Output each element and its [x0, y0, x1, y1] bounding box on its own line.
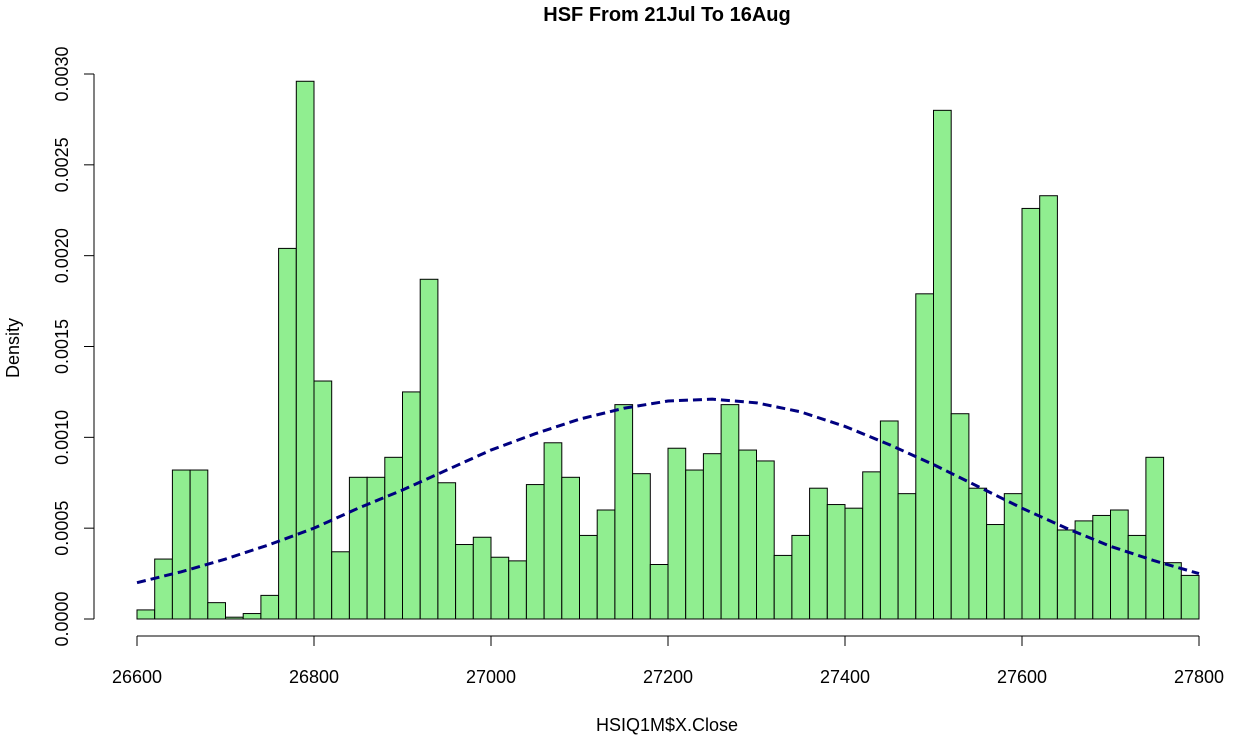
histogram-bar: [862, 471, 881, 620]
x-tick-label: 27800: [1174, 667, 1224, 687]
histogram-bar: [826, 504, 846, 620]
chart-title: HSF From 21Jul To 16Aug: [543, 4, 790, 26]
histogram-bar: [1021, 207, 1041, 620]
x-axis: 26600 26800 27000 27200 27400 27600 27800: [112, 635, 1224, 687]
x-tick-label: 27400: [820, 667, 870, 687]
histogram-bar: [632, 473, 651, 620]
histogram-bar: [667, 447, 687, 620]
histogram-bar: [1127, 534, 1147, 620]
y-axis-label: Density: [3, 318, 23, 378]
histogram-bar: [614, 404, 634, 620]
histogram-bar: [809, 487, 828, 620]
histogram-bar: [189, 469, 209, 620]
histogram-bar: [1056, 529, 1076, 620]
histogram-bar: [472, 536, 492, 620]
histogram-bar: [1074, 520, 1094, 620]
histogram-bar: [1163, 562, 1182, 620]
y-tick-label: 0.0030: [52, 46, 72, 101]
y-tick-label: 0.0000: [52, 591, 72, 646]
histogram-bar: [1110, 509, 1129, 620]
histogram-bar: [171, 469, 191, 620]
density-curve: [136, 397, 1200, 585]
histogram-bar: [278, 247, 297, 620]
histogram-bar: [561, 476, 580, 620]
histogram-bar: [1003, 493, 1023, 620]
histogram-bar: [685, 469, 704, 620]
x-tick-label: 27200: [643, 667, 693, 687]
histogram-bar: [419, 278, 439, 620]
histogram-bar: [968, 487, 988, 620]
histogram-bar: [649, 564, 669, 620]
histogram-bar: [1145, 456, 1165, 620]
histogram-bar: [154, 558, 173, 620]
histogram-bar: [1180, 574, 1200, 620]
histogram-bar: [242, 613, 262, 620]
histogram-bar: [455, 544, 474, 620]
histogram-bar: [225, 616, 244, 620]
histogram-bar: [738, 449, 757, 620]
x-tick-label: 26800: [289, 667, 339, 687]
y-tick-label: 0.0010: [52, 410, 72, 465]
histogram-bar: [348, 476, 368, 620]
histogram-bar: [986, 524, 1005, 620]
histogram-bar: [897, 493, 917, 620]
histogram-bar: [915, 293, 934, 620]
histogram-bar: [437, 482, 457, 620]
y-tick-label: 0.0020: [52, 228, 72, 283]
histogram-bar: [384, 456, 403, 620]
histogram-bar: [402, 391, 421, 620]
x-tick-label: 27000: [466, 667, 516, 687]
histogram-bar: [879, 420, 899, 620]
histogram-bar: [1039, 195, 1058, 620]
histogram-bar: [508, 560, 527, 620]
histogram-bar: [295, 80, 315, 620]
histogram-bar: [720, 404, 740, 620]
histogram-bar: [756, 460, 775, 620]
histogram-bar: [1092, 514, 1112, 620]
y-axis: 0.0000 0.0005 0.0010 0.0015 0.0020 0.0025 0.00…: [52, 46, 95, 647]
y-tick-label: 0.0015: [52, 319, 72, 374]
histogram-bar: [579, 534, 598, 620]
x-tick-label: 27600: [997, 667, 1047, 687]
y-tick-label: 0.0025: [52, 137, 72, 192]
histogram-bar: [207, 602, 227, 620]
y-tick-label: 0.0005: [52, 501, 72, 556]
histogram-bar: [791, 534, 811, 620]
histogram-bar: [331, 551, 350, 620]
histogram-bar: [844, 507, 864, 620]
histogram-bar: [543, 442, 563, 620]
histogram-bar: [260, 594, 280, 620]
histogram-bar: [702, 453, 722, 620]
histogram-bar: [933, 109, 952, 620]
x-tick-label: 26600: [112, 667, 162, 687]
x-axis-label: HSIQ1M$X.Close: [596, 715, 738, 735]
histogram-bar: [525, 484, 545, 620]
histogram-bar: [313, 380, 333, 620]
histogram-bar: [773, 554, 793, 620]
histogram-bar: [136, 609, 156, 620]
histogram-bar: [950, 413, 970, 620]
histogram-bars: [136, 80, 1200, 620]
histogram-bar: [490, 556, 510, 620]
histogram-bar: [596, 509, 616, 620]
